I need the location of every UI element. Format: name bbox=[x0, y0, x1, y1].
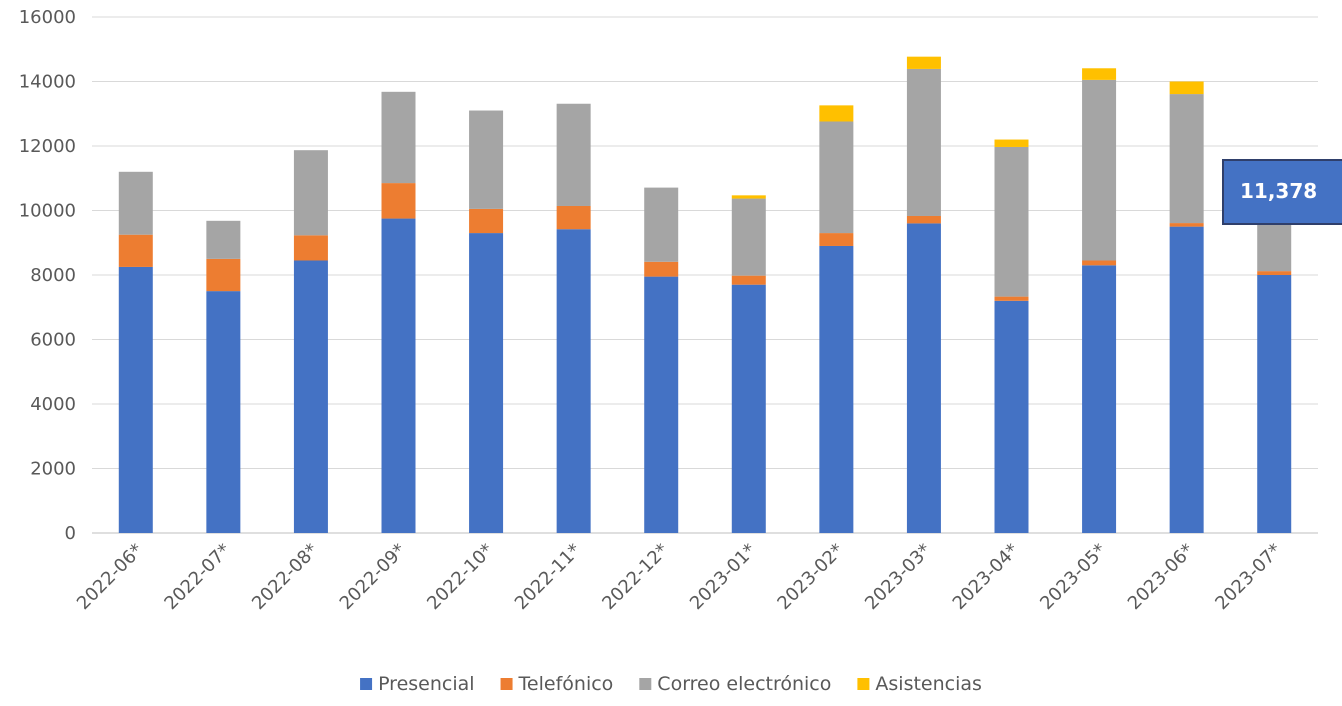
bar-segment-presencial bbox=[556, 229, 591, 533]
bar-segment-presencial bbox=[1082, 265, 1117, 533]
x-tick-label: 2022-10* bbox=[423, 540, 497, 614]
x-tick-label: 2022-12* bbox=[598, 540, 672, 614]
legend: Presencial Telefónico Correo electrónico As… bbox=[360, 673, 982, 695]
bar-segment-presencial bbox=[994, 300, 1029, 533]
bar-segment-correo-electr-nico bbox=[469, 110, 504, 209]
bar-segment-correo-electr-nico bbox=[1169, 94, 1204, 224]
bar-segment-correo-electr-nico bbox=[819, 121, 854, 234]
bar-segment-presencial bbox=[731, 284, 766, 533]
bar-segment-asistencias bbox=[819, 105, 854, 122]
x-tick-label: 2022-08* bbox=[248, 540, 322, 614]
y-tick-label: 16000 bbox=[19, 7, 76, 28]
bar-segment-telef-nico bbox=[731, 275, 766, 285]
callout-value: 11,378 bbox=[1240, 179, 1317, 203]
bar-segment-correo-electr-nico bbox=[293, 150, 328, 236]
legend-swatch bbox=[360, 678, 373, 690]
legend-label: Asistencias bbox=[875, 673, 982, 695]
y-tick-label: 14000 bbox=[19, 72, 76, 93]
x-tick-label: 2022-06* bbox=[73, 540, 147, 614]
bar-segment-telef-nico bbox=[1082, 260, 1117, 266]
legend-label: Telefónico bbox=[518, 673, 614, 695]
bar-segment-presencial bbox=[906, 223, 941, 533]
x-tick-label: 2022-07* bbox=[160, 540, 234, 614]
x-tick-label: 2022-11* bbox=[511, 540, 585, 614]
bar-segment-asistencias bbox=[1082, 68, 1117, 80]
y-tick-label: 4000 bbox=[30, 394, 76, 415]
y-tick-label: 10000 bbox=[19, 201, 76, 222]
y-tick-label: 8000 bbox=[30, 265, 76, 286]
legend-label: Correo electrónico bbox=[657, 673, 831, 695]
bar-segment-correo-electr-nico bbox=[644, 187, 679, 262]
y-tick-label: 0 bbox=[65, 523, 76, 544]
legend-swatch bbox=[857, 678, 870, 690]
bar-segment-presencial bbox=[819, 245, 854, 533]
bar-segment-correo-electr-nico bbox=[118, 171, 153, 235]
x-tick-label: 2023-01* bbox=[686, 540, 760, 614]
bar-segment-presencial bbox=[293, 260, 328, 533]
bar-segment-presencial bbox=[381, 218, 416, 533]
x-tick-label: 2023-06* bbox=[1124, 540, 1198, 614]
x-tick-label: 2023-02* bbox=[773, 540, 847, 614]
x-tick-label: 2023-03* bbox=[861, 540, 935, 614]
bar-segment-asistencias bbox=[906, 56, 941, 69]
legend-swatch bbox=[639, 678, 652, 690]
bar-segment-presencial bbox=[206, 291, 241, 533]
bar-segment-telef-nico bbox=[381, 183, 416, 219]
x-tick-label: 2023-04* bbox=[949, 540, 1023, 614]
legend-swatch bbox=[500, 678, 513, 690]
x-tick-label: 2022-09* bbox=[336, 540, 410, 614]
bar-segment-correo-electr-nico bbox=[206, 220, 241, 259]
bar-segment-correo-electr-nico bbox=[556, 103, 591, 206]
x-tick-label: 2023-07* bbox=[1211, 540, 1285, 614]
y-tick-label: 6000 bbox=[30, 330, 76, 351]
bar-segment-telef-nico bbox=[644, 261, 679, 277]
bar-segment-asistencias bbox=[1169, 81, 1204, 95]
x-axis: 2022-06* 2022-07* 2022-08* 2022-09* 2022-10*… bbox=[73, 540, 1286, 614]
bar-segment-telef-nico bbox=[1169, 223, 1204, 227]
callout-box bbox=[1222, 159, 1342, 225]
y-tick-label: 2000 bbox=[30, 459, 76, 480]
bar-segment-telef-nico bbox=[994, 296, 1029, 301]
bar-segment-telef-nico bbox=[1257, 271, 1292, 275]
bar-segment-presencial bbox=[118, 266, 153, 533]
bar-segment-telef-nico bbox=[469, 208, 504, 234]
x-tick-label: 2023-05* bbox=[1036, 540, 1110, 614]
bar-segment-telef-nico bbox=[556, 205, 591, 230]
bar-segment-telef-nico bbox=[906, 215, 941, 224]
bar-segment-telef-nico bbox=[118, 234, 153, 267]
legend-label: Presencial bbox=[378, 673, 474, 695]
bar-segment-telef-nico bbox=[293, 235, 328, 261]
bar-segment-correo-electr-nico bbox=[381, 91, 416, 184]
bar-segment-correo-electr-nico bbox=[906, 68, 941, 216]
bar-segment-asistencias bbox=[994, 139, 1029, 147]
value-callout: 11,378 bbox=[1222, 159, 1342, 225]
bar-segment-presencial bbox=[469, 233, 504, 533]
bar-segment-presencial bbox=[644, 276, 679, 533]
bar-segment-correo-electr-nico bbox=[731, 198, 766, 276]
bar-segment-telef-nico bbox=[206, 258, 241, 292]
bar-segment-asistencias bbox=[731, 195, 766, 199]
gridlines bbox=[92, 16, 1318, 534]
bar-segment-presencial bbox=[1169, 226, 1204, 533]
y-axis: 0 2000 4000 6000 8000 10000 12000 14000 16000 bbox=[19, 7, 76, 544]
y-tick-label: 12000 bbox=[19, 136, 76, 157]
bar-stacks bbox=[118, 56, 1292, 533]
bar-segment-correo-electr-nico bbox=[994, 146, 1029, 297]
bar-segment-presencial bbox=[1257, 275, 1292, 533]
bar-segment-correo-electr-nico bbox=[1082, 79, 1117, 261]
bar-segment-telef-nico bbox=[819, 233, 854, 246]
